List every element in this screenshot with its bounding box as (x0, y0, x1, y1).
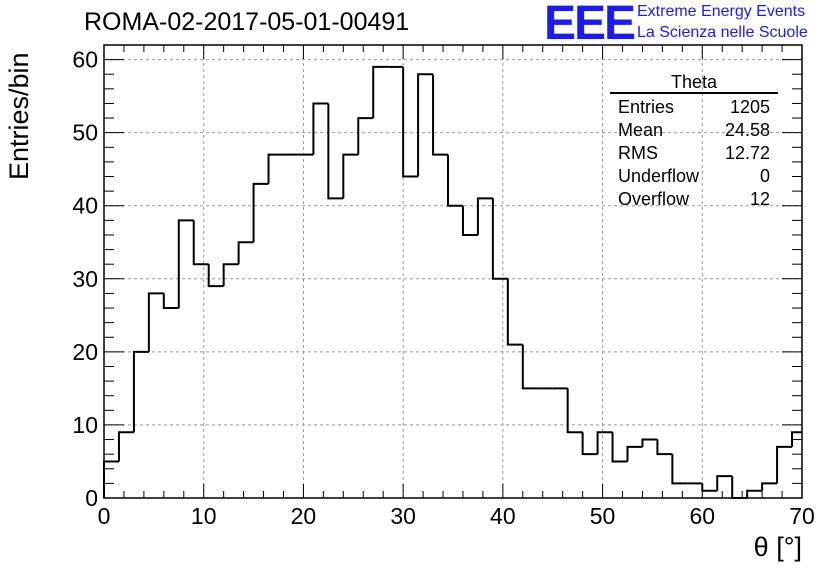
y-tick-label: 10 (72, 412, 98, 438)
histogram-bin (327, 103, 344, 200)
histogram-bin (716, 475, 733, 491)
x-tick-label: 50 (590, 503, 616, 529)
x-axis-label: θ [°] (753, 532, 802, 562)
stats-label: Overflow (618, 189, 690, 209)
histogram-bin (566, 388, 583, 434)
histogram-bin (641, 438, 658, 447)
plot-frame (103, 44, 803, 499)
x-tick-label: 70 (789, 503, 815, 529)
eee-logo-line1: Extreme Energy Events (637, 3, 806, 20)
histogram-bin (417, 73, 434, 177)
histogram-bin (701, 483, 718, 492)
stats-label: Mean (618, 120, 664, 140)
histogram-bin (372, 65, 389, 119)
x-tick-label: 0 (98, 503, 111, 529)
stats-value: 0 (759, 166, 770, 186)
stats-row-rms: RMS 12.72 (610, 142, 778, 165)
eee-logo: EEE (544, 0, 636, 50)
y-tick-label: 40 (72, 193, 98, 219)
y-tick-label: 50 (72, 120, 98, 146)
histogram-bin (447, 154, 463, 207)
histogram-bin (162, 293, 179, 310)
run-title: ROMA-02-2017-05-01-00491 (84, 8, 410, 36)
histogram-bin (476, 197, 493, 235)
stats-value: 12 (749, 189, 770, 209)
histogram-bin (147, 292, 164, 352)
stats-value: 1205 (729, 97, 770, 117)
x-tick-label: 30 (390, 503, 416, 529)
histogram-bin (506, 278, 523, 346)
histogram-bin (267, 153, 284, 184)
stats-row-mean: Mean 24.58 (610, 119, 778, 142)
stats-row-underflow: Underflow 0 (610, 165, 778, 188)
histogram-bin (252, 182, 269, 243)
histogram-bin (521, 344, 538, 390)
histogram-bin (776, 445, 793, 484)
histogram-bin (207, 264, 224, 288)
x-tick-label: 20 (291, 503, 317, 529)
y-axis-label: Entries/bin (4, 52, 34, 180)
y-tick-label: 60 (72, 47, 98, 73)
histogram-bin (342, 153, 359, 199)
x-tick-label: 40 (490, 503, 516, 529)
histogram-bin (237, 241, 254, 265)
stats-box: Theta Entries 1205 Mean 24.58 RMS 12.72 Und… (610, 72, 778, 211)
histogram-bin (746, 489, 763, 498)
histogram-bin (132, 350, 149, 433)
histogram-bin (671, 454, 688, 485)
x-tick-label: 10 (191, 503, 217, 529)
stats-label: Entries (618, 97, 675, 117)
y-tick-label: 30 (72, 266, 98, 292)
eee-logo-line2: La Scienza nelle Scuole (637, 24, 808, 41)
y-tick-label: 20 (72, 339, 98, 365)
stats-title: Theta (610, 72, 778, 94)
histogram-bin (402, 66, 419, 178)
stats-row-overflow: Overflow 12 (610, 188, 778, 211)
histogram-bin (357, 117, 374, 155)
histogram-bin (432, 74, 449, 156)
histogram-bin (192, 220, 209, 266)
histogram-bin (731, 476, 748, 499)
histogram-bin (611, 432, 628, 463)
x-tick-label: 60 (689, 503, 715, 529)
histogram-bin (596, 431, 613, 455)
histogram-bin (761, 482, 778, 491)
histogram-bin (177, 219, 194, 309)
histogram-bin (491, 198, 508, 280)
stats-label: Underflow (618, 166, 700, 186)
y-tick-label: 0 (85, 485, 98, 511)
histogram-bin (791, 431, 802, 447)
stats-label: RMS (618, 143, 658, 163)
histogram-bin (103, 460, 119, 498)
histogram-bin (312, 102, 329, 155)
histogram-bin (581, 432, 598, 456)
histogram-bin (461, 205, 478, 236)
stats-row-entries: Entries 1205 (610, 96, 778, 119)
histogram-bin (222, 263, 239, 287)
stats-value: 24.58 (724, 120, 770, 140)
histogram-bin (656, 439, 673, 456)
histogram-bin (626, 445, 643, 462)
stats-value: 12.72 (724, 143, 770, 163)
histogram-bin (117, 431, 134, 462)
